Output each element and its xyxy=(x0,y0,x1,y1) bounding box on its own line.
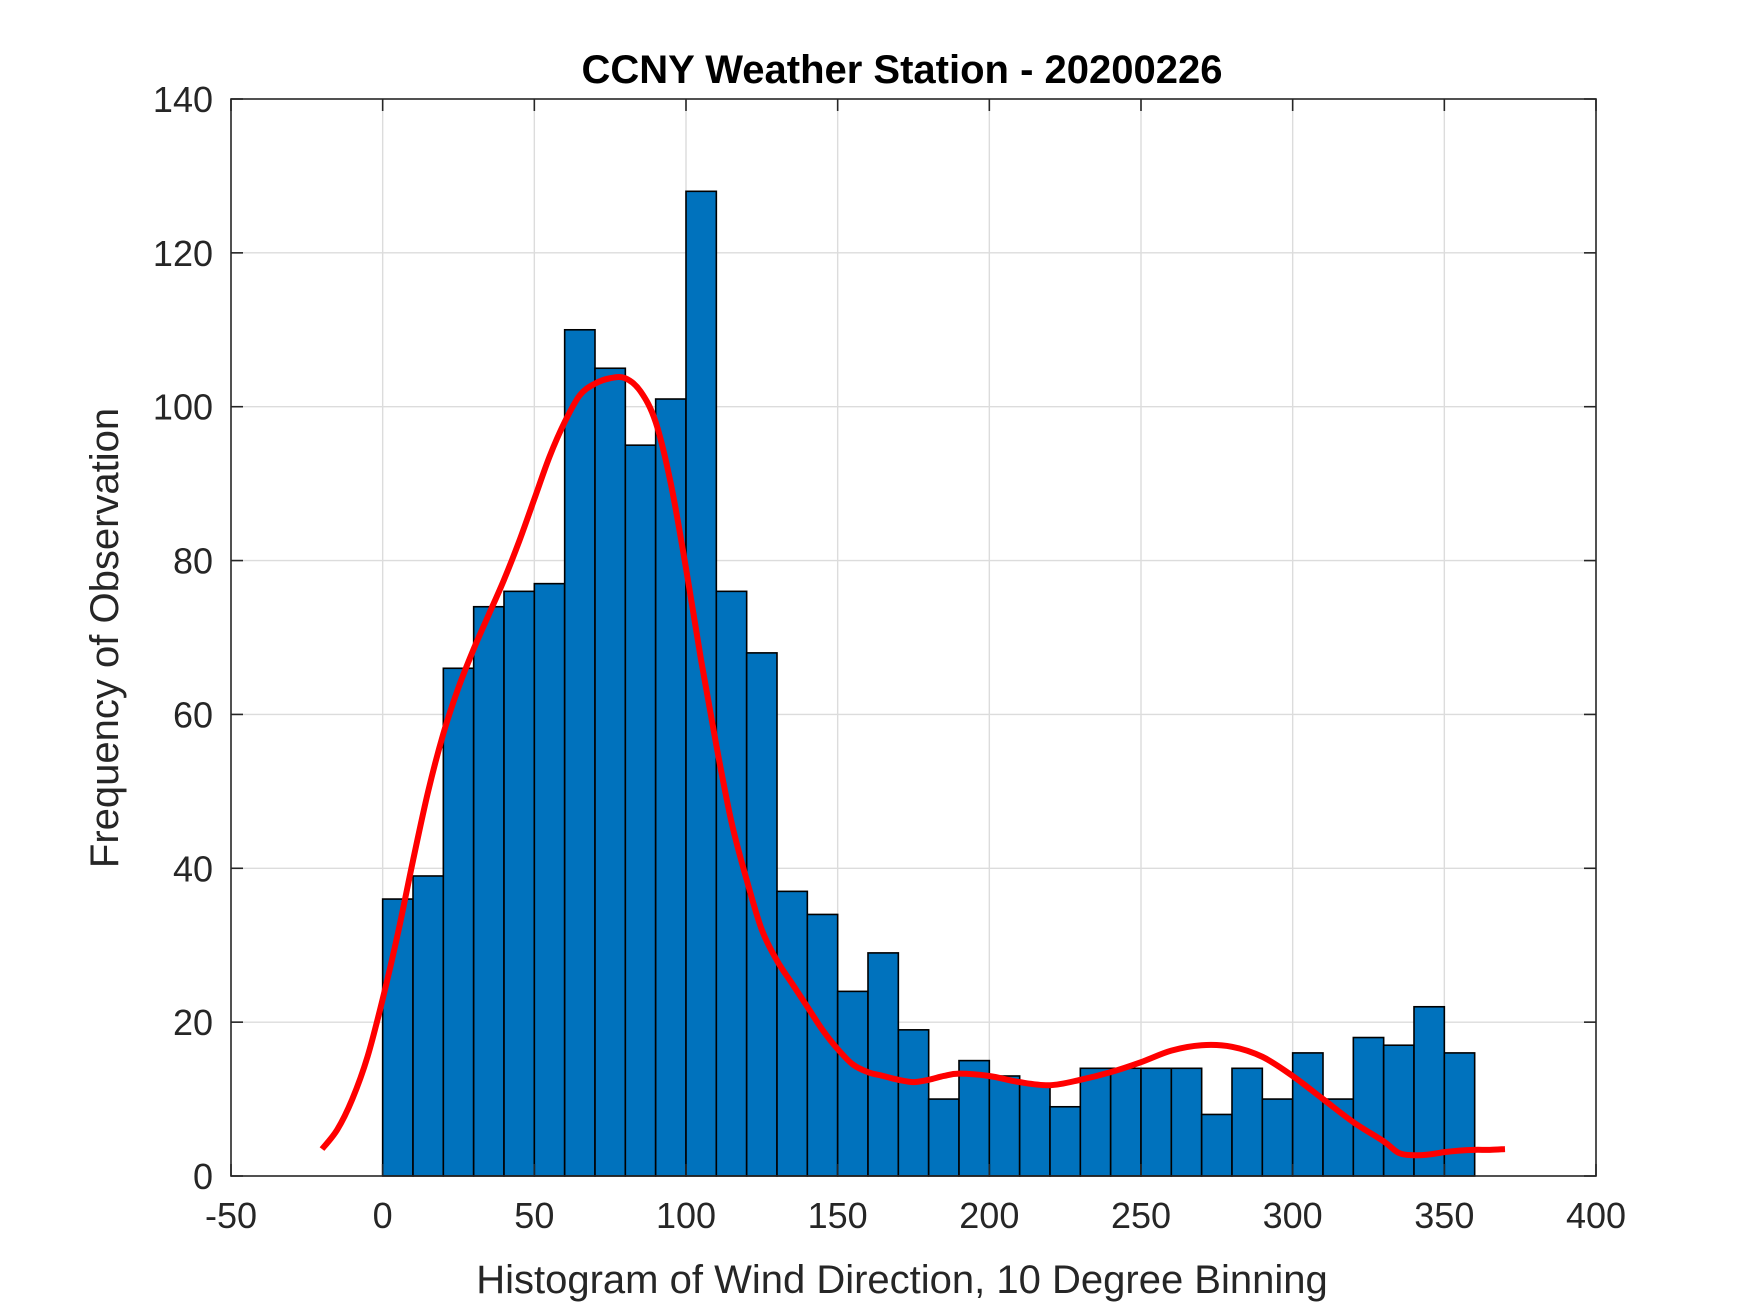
tick-marks xyxy=(230,98,1597,1177)
histogram-bar xyxy=(836,990,869,1177)
x-tick-labels: -50 0 50 100 150 200 250 300 350 400 xyxy=(205,1195,1626,1236)
histogram-bar xyxy=(442,667,475,1177)
histogram-bar xyxy=(745,652,778,1177)
histogram-bar xyxy=(1049,1105,1082,1177)
histogram-bar xyxy=(1231,1067,1264,1177)
histogram-bar xyxy=(685,190,718,1177)
fit-curve-line xyxy=(319,374,1506,1159)
histogram-bar xyxy=(715,590,748,1177)
histogram-bar xyxy=(776,890,809,1177)
histogram-bar xyxy=(1352,1036,1385,1177)
histogram-bar xyxy=(988,1075,1021,1177)
chart-title: CCNY Weather Station - 20200226 xyxy=(582,48,1223,92)
x-tick-label: 0 xyxy=(373,1195,393,1236)
x-tick-label: 400 xyxy=(1566,1195,1626,1236)
x-tick-label: 50 xyxy=(514,1195,554,1236)
histogram-bar xyxy=(1079,1067,1112,1177)
histogram-bar xyxy=(533,582,566,1177)
histogram-bars xyxy=(381,190,1476,1177)
histogram-bar xyxy=(958,1059,991,1177)
histogram-bar xyxy=(1443,1052,1476,1177)
histogram-bar xyxy=(1291,1052,1324,1177)
y-tick-labels: 0 20 40 60 80 100 120 140 xyxy=(153,79,213,1197)
y-axis-label: Frequency of Observation xyxy=(83,408,127,868)
x-tick-label: 350 xyxy=(1414,1195,1474,1236)
y-tick-label: 100 xyxy=(153,387,213,428)
y-tick-label: 40 xyxy=(173,848,213,889)
y-tick-label: 120 xyxy=(153,233,213,274)
y-tick-label: 20 xyxy=(173,1002,213,1043)
histogram-bar xyxy=(1140,1067,1173,1177)
histogram-bar xyxy=(1018,1082,1051,1177)
histogram-bar xyxy=(1170,1067,1203,1177)
x-tick-label: 300 xyxy=(1263,1195,1323,1236)
histogram-bar xyxy=(624,444,657,1177)
histogram-bar xyxy=(594,367,627,1177)
grid-lines xyxy=(231,99,1596,1176)
histogram-bar xyxy=(897,1029,930,1177)
histogram-bar xyxy=(654,398,687,1177)
histogram-bar xyxy=(1261,1098,1294,1177)
histogram-bar xyxy=(412,875,445,1177)
histogram-bar xyxy=(867,952,900,1177)
x-tick-label: 250 xyxy=(1111,1195,1171,1236)
histogram-bar xyxy=(472,605,505,1177)
x-tick-label: 100 xyxy=(656,1195,716,1236)
y-tick-label: 140 xyxy=(153,79,213,120)
x-tick-label: 200 xyxy=(959,1195,1019,1236)
histogram-bar xyxy=(503,590,536,1177)
histogram-bar xyxy=(1109,1067,1142,1177)
y-tick-label: 0 xyxy=(193,1156,213,1197)
y-tick-label: 80 xyxy=(173,541,213,582)
histogram-bar xyxy=(1200,1113,1233,1177)
x-tick-label: 150 xyxy=(808,1195,868,1236)
y-tick-label: 60 xyxy=(173,694,213,735)
x-axis-label: Histogram of Wind Direction, 10 Degree B… xyxy=(476,1258,1328,1302)
histogram-bar xyxy=(927,1098,960,1177)
x-tick-label: -50 xyxy=(205,1195,257,1236)
histogram-bar xyxy=(563,328,596,1177)
axes-box xyxy=(230,98,1597,1177)
